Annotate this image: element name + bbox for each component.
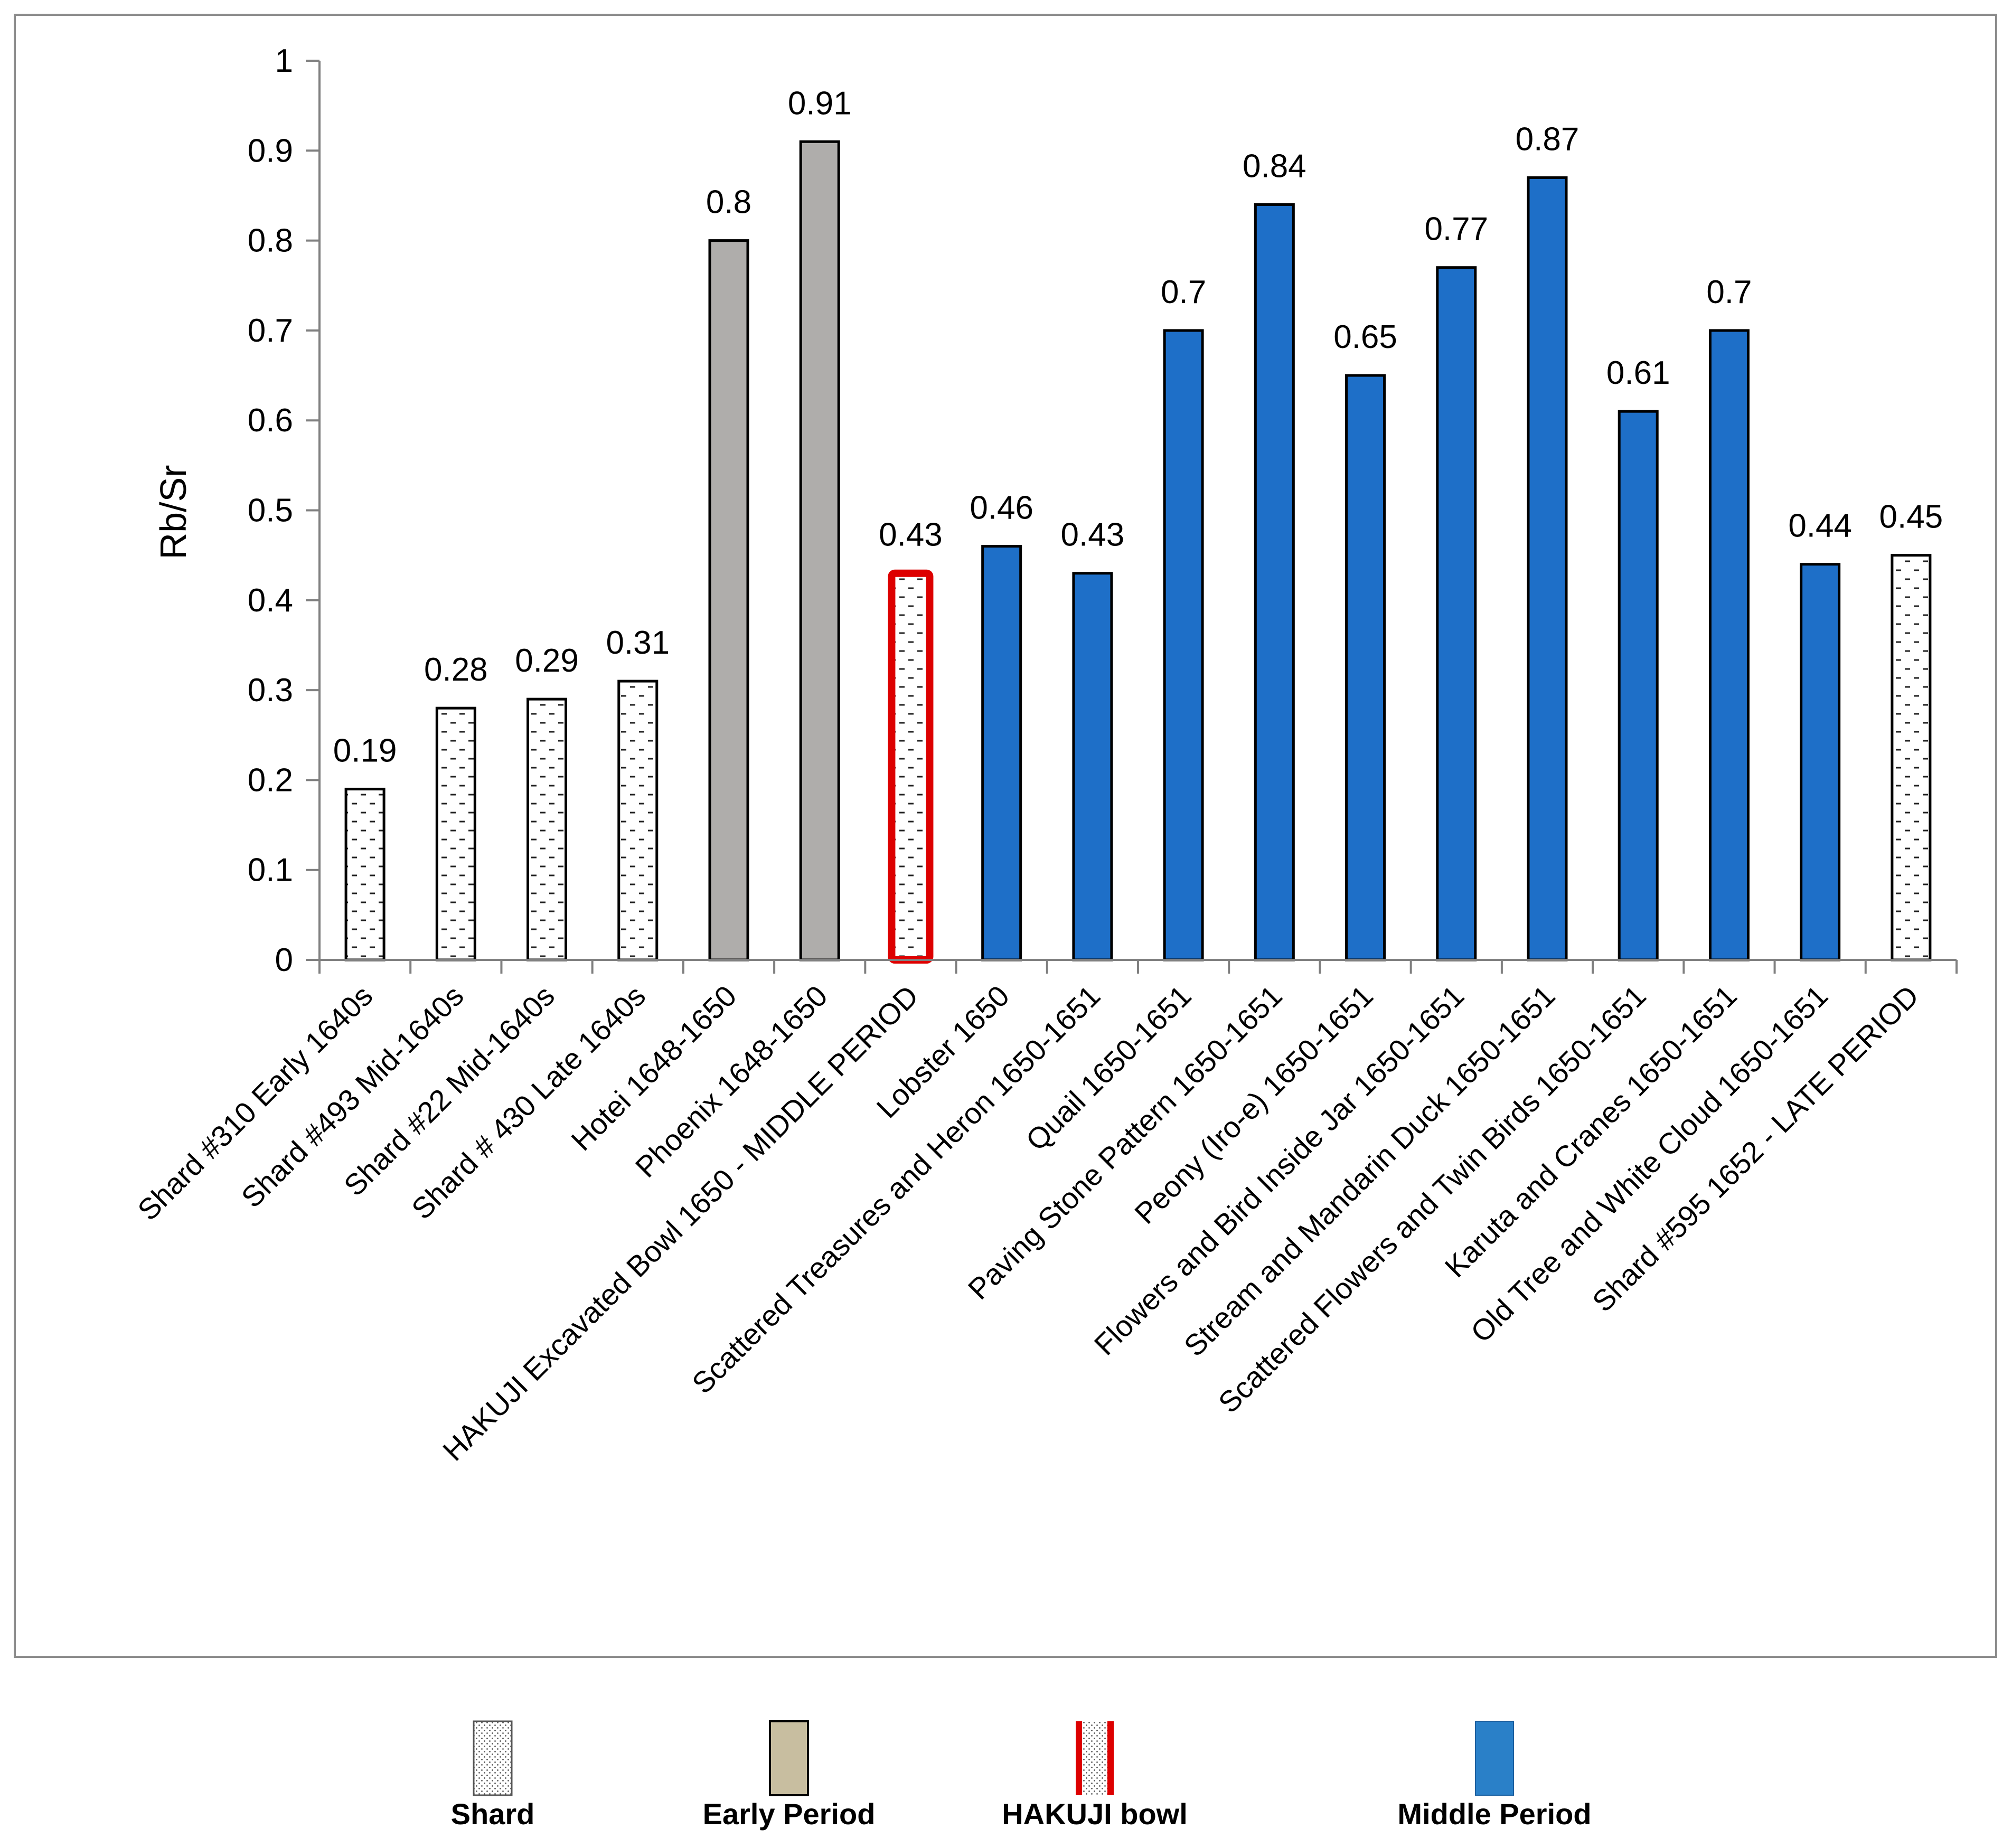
bar xyxy=(1072,572,1113,961)
bar-value-label: 0.31 xyxy=(606,625,670,661)
legend-swatch-hakuji-right-edge xyxy=(1107,1721,1114,1795)
y-tick-label: 0.6 xyxy=(248,402,293,439)
bar xyxy=(1618,410,1659,961)
bar-value-label: 0.8 xyxy=(706,184,751,221)
bar xyxy=(1254,203,1295,961)
y-tick-label: 1 xyxy=(275,43,293,79)
chart-frame xyxy=(14,14,1997,1658)
bar xyxy=(435,706,476,961)
bar xyxy=(1527,176,1568,961)
y-tick-label: 0.5 xyxy=(248,493,293,529)
bar-value-label: 0.91 xyxy=(788,85,852,121)
category-label: Hotei 1648-1650 xyxy=(565,979,742,1157)
legend-swatch-shard xyxy=(473,1720,513,1796)
bar-value-label: 0.61 xyxy=(1606,355,1670,391)
y-tick-label: 0.7 xyxy=(248,313,293,349)
bars xyxy=(344,140,1932,964)
category-label: Quail 1650-1651 xyxy=(1019,979,1197,1157)
bar-value-label: 0.29 xyxy=(515,643,579,679)
bar-value-label: 0.46 xyxy=(970,490,1033,526)
bar-value-label: 0.87 xyxy=(1516,121,1579,157)
bar xyxy=(1708,329,1750,961)
legend-swatch-early xyxy=(769,1720,809,1796)
bar xyxy=(1800,563,1841,961)
category-label: Scattered Flowers and Twin Birds 1650-16… xyxy=(1212,979,1652,1419)
y-tick-label: 0.2 xyxy=(248,762,293,798)
bar xyxy=(1163,329,1204,961)
legend-label-middle: Middle Period xyxy=(1397,1797,1591,1831)
bar-value-label: 0.7 xyxy=(1706,274,1752,310)
bar-value-label: 0.19 xyxy=(333,732,397,769)
bar xyxy=(888,569,934,964)
x-axis-ticks xyxy=(318,960,1958,974)
y-tick-label: 0 xyxy=(275,942,293,978)
legend-swatch-hakuji-left-edge xyxy=(1076,1721,1082,1795)
bar-value-label: 0.43 xyxy=(1061,517,1125,553)
legend-swatch-middle xyxy=(1475,1721,1514,1796)
legend-label-early: Early Period xyxy=(703,1797,876,1831)
y-tick-label: 0.1 xyxy=(248,852,293,889)
bar xyxy=(708,239,749,961)
legend-label-shard: Shard xyxy=(451,1797,535,1831)
bar xyxy=(1345,374,1386,961)
category-label: Shard #595 1652 - LATE PERIOD xyxy=(1586,979,1925,1318)
bar xyxy=(344,787,386,961)
bar xyxy=(799,140,840,961)
value-labels: 0.19 0.28 0.29 0.31 0.8 0.91 0.43 0.46 0.43 0.7 0.… xyxy=(333,85,1943,769)
bar-value-label: 0.43 xyxy=(879,517,943,553)
bar-value-label: 0.44 xyxy=(1788,508,1852,544)
bar xyxy=(1436,266,1477,961)
bar-value-label: 0.84 xyxy=(1243,148,1306,184)
bar-value-label: 0.45 xyxy=(1879,499,1943,535)
y-axis-title: Rb/Sr xyxy=(153,465,194,560)
bar-value-label: 0.77 xyxy=(1424,211,1488,248)
bar xyxy=(1891,554,1932,961)
bar xyxy=(617,680,659,961)
bar xyxy=(526,697,568,961)
y-tick-label: 0.8 xyxy=(248,223,293,259)
legend: Shard Early Period HAKUJI bowl Middle Perio… xyxy=(451,1720,1592,1831)
bar-value-label: 0.7 xyxy=(1161,274,1206,310)
bar xyxy=(981,545,1022,961)
bar-value-label: 0.28 xyxy=(424,652,488,688)
y-tick-label: 0.4 xyxy=(248,582,293,619)
y-axis-ticks: 0 0.1 0.2 0.3 0.4 0.5 0.6 0.7 0.8 0.9 1 xyxy=(248,43,319,978)
legend-label-hakuji: HAKUJI bowl xyxy=(1002,1797,1188,1831)
bar-value-label: 0.65 xyxy=(1333,319,1397,355)
y-tick-label: 0.3 xyxy=(248,672,293,709)
y-tick-label: 0.9 xyxy=(248,133,293,169)
